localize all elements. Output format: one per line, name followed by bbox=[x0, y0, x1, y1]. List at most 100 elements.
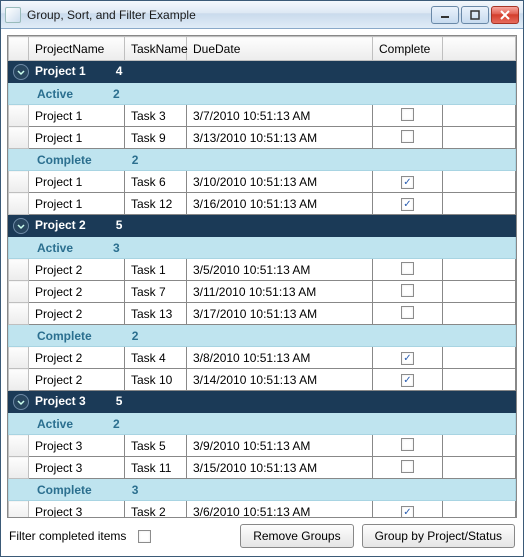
row-header[interactable] bbox=[9, 259, 29, 281]
cell-due: 3/8/2010 10:51:13 AM bbox=[187, 347, 373, 369]
cell-task: Task 2 bbox=[125, 501, 187, 518]
cell-task: Task 10 bbox=[125, 369, 187, 391]
cell-complete[interactable] bbox=[373, 171, 443, 193]
status-group-cell[interactable]: Active3 bbox=[9, 237, 516, 259]
row-header[interactable] bbox=[9, 303, 29, 325]
cell-spacer bbox=[443, 281, 516, 303]
complete-checkbox[interactable] bbox=[401, 176, 414, 189]
project-group-row[interactable]: Project 25 bbox=[9, 215, 516, 237]
project-group-row[interactable]: Project 14 bbox=[9, 61, 516, 83]
table-row[interactable]: Project 1Task 93/13/2010 10:51:13 AM bbox=[9, 127, 516, 149]
table-row[interactable]: Project 2Task 73/11/2010 10:51:13 AM bbox=[9, 281, 516, 303]
complete-checkbox[interactable] bbox=[401, 284, 414, 297]
cell-project: Project 1 bbox=[29, 127, 125, 149]
cell-spacer bbox=[443, 127, 516, 149]
cell-complete[interactable] bbox=[373, 457, 443, 479]
app-icon bbox=[5, 7, 21, 23]
table-row[interactable]: Project 2Task 13/5/2010 10:51:13 AM bbox=[9, 259, 516, 281]
cell-due: 3/9/2010 10:51:13 AM bbox=[187, 435, 373, 457]
row-header[interactable] bbox=[9, 281, 29, 303]
status-group-row[interactable]: Active2 bbox=[9, 83, 516, 105]
status-group-row[interactable]: Complete2 bbox=[9, 325, 516, 347]
minimize-button[interactable] bbox=[431, 6, 459, 24]
complete-checkbox[interactable] bbox=[401, 130, 414, 143]
status-group-row[interactable]: Complete2 bbox=[9, 149, 516, 171]
row-header[interactable] bbox=[9, 127, 29, 149]
row-header[interactable] bbox=[9, 369, 29, 391]
close-button[interactable] bbox=[491, 6, 519, 24]
status-group-cell[interactable]: Complete3 bbox=[9, 479, 516, 501]
header-corner[interactable] bbox=[9, 37, 29, 61]
project-group-name: Project 3 bbox=[35, 394, 86, 408]
project-group-cell[interactable]: Project 14 bbox=[9, 61, 516, 83]
data-grid: ProjectName TaskName DueDate Complete Pr… bbox=[7, 35, 517, 518]
chevron-down-icon[interactable] bbox=[13, 64, 29, 80]
cell-spacer bbox=[443, 501, 516, 518]
cell-complete[interactable] bbox=[373, 347, 443, 369]
cell-project: Project 2 bbox=[29, 259, 125, 281]
status-group-cell[interactable]: Complete2 bbox=[9, 325, 516, 347]
table-row[interactable]: Project 2Task 103/14/2010 10:51:13 AM bbox=[9, 369, 516, 391]
row-header[interactable] bbox=[9, 193, 29, 215]
titlebar[interactable]: Group, Sort, and Filter Example bbox=[1, 1, 523, 29]
cell-complete[interactable] bbox=[373, 127, 443, 149]
status-group-name: Complete bbox=[37, 153, 92, 167]
cell-complete[interactable] bbox=[373, 303, 443, 325]
header-complete[interactable]: Complete bbox=[373, 37, 443, 61]
remove-groups-button[interactable]: Remove Groups bbox=[240, 524, 353, 548]
cell-complete[interactable] bbox=[373, 281, 443, 303]
status-group-count: 3 bbox=[132, 483, 139, 497]
cell-project: Project 2 bbox=[29, 303, 125, 325]
project-group-cell[interactable]: Project 25 bbox=[9, 215, 516, 237]
table-row[interactable]: Project 1Task 123/16/2010 10:51:13 AM bbox=[9, 193, 516, 215]
complete-checkbox[interactable] bbox=[401, 460, 414, 473]
status-group-cell[interactable]: Active2 bbox=[9, 413, 516, 435]
cell-project: Project 3 bbox=[29, 435, 125, 457]
header-project[interactable]: ProjectName bbox=[29, 37, 125, 61]
table-row[interactable]: Project 1Task 63/10/2010 10:51:13 AM bbox=[9, 171, 516, 193]
project-group-cell[interactable]: Project 35 bbox=[9, 391, 516, 413]
header-task[interactable]: TaskName bbox=[125, 37, 187, 61]
status-group-name: Active bbox=[37, 417, 73, 431]
row-header[interactable] bbox=[9, 457, 29, 479]
complete-checkbox[interactable] bbox=[401, 374, 414, 387]
table-row[interactable]: Project 2Task 43/8/2010 10:51:13 AM bbox=[9, 347, 516, 369]
complete-checkbox[interactable] bbox=[401, 506, 414, 517]
table-row[interactable]: Project 3Task 113/15/2010 10:51:13 AM bbox=[9, 457, 516, 479]
chevron-down-icon[interactable] bbox=[13, 218, 29, 234]
complete-checkbox[interactable] bbox=[401, 306, 414, 319]
table-row[interactable]: Project 2Task 133/17/2010 10:51:13 AM bbox=[9, 303, 516, 325]
cell-complete[interactable] bbox=[373, 435, 443, 457]
complete-checkbox[interactable] bbox=[401, 352, 414, 365]
table-row[interactable]: Project 3Task 53/9/2010 10:51:13 AM bbox=[9, 435, 516, 457]
project-group-name: Project 2 bbox=[35, 218, 86, 232]
cell-complete[interactable] bbox=[373, 259, 443, 281]
status-group-row[interactable]: Active3 bbox=[9, 237, 516, 259]
cell-complete[interactable] bbox=[373, 501, 443, 518]
complete-checkbox[interactable] bbox=[401, 438, 414, 451]
row-header[interactable] bbox=[9, 105, 29, 127]
chevron-down-icon[interactable] bbox=[13, 394, 29, 410]
status-group-cell[interactable]: Complete2 bbox=[9, 149, 516, 171]
row-header[interactable] bbox=[9, 347, 29, 369]
table-row[interactable]: Project 3Task 23/6/2010 10:51:13 AM bbox=[9, 501, 516, 518]
cell-complete[interactable] bbox=[373, 105, 443, 127]
status-group-row[interactable]: Active2 bbox=[9, 413, 516, 435]
header-due[interactable]: DueDate bbox=[187, 37, 373, 61]
row-header[interactable] bbox=[9, 435, 29, 457]
table-row[interactable]: Project 1Task 33/7/2010 10:51:13 AM bbox=[9, 105, 516, 127]
cell-complete[interactable] bbox=[373, 193, 443, 215]
complete-checkbox[interactable] bbox=[401, 262, 414, 275]
status-group-cell[interactable]: Active2 bbox=[9, 83, 516, 105]
complete-checkbox[interactable] bbox=[401, 198, 414, 211]
row-header[interactable] bbox=[9, 501, 29, 518]
status-group-row[interactable]: Complete3 bbox=[9, 479, 516, 501]
project-group-row[interactable]: Project 35 bbox=[9, 391, 516, 413]
cell-due: 3/7/2010 10:51:13 AM bbox=[187, 105, 373, 127]
complete-checkbox[interactable] bbox=[401, 108, 414, 121]
maximize-button[interactable] bbox=[461, 6, 489, 24]
row-header[interactable] bbox=[9, 171, 29, 193]
cell-complete[interactable] bbox=[373, 369, 443, 391]
group-by-button[interactable]: Group by Project/Status bbox=[362, 524, 515, 548]
filter-checkbox[interactable] bbox=[138, 530, 151, 543]
